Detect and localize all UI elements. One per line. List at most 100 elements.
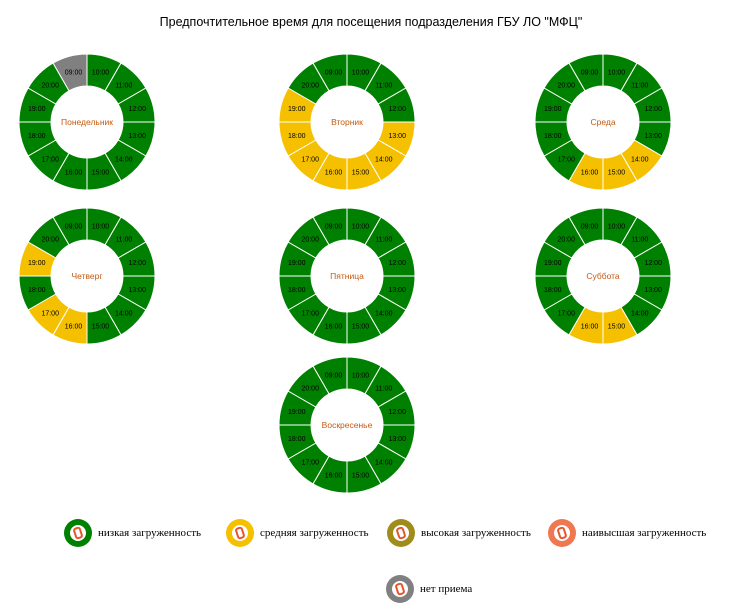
legend-label: нет приема <box>420 583 473 595</box>
hour-label: 16:00 <box>65 170 83 177</box>
hour-label: 14:00 <box>631 156 649 163</box>
hour-label: 10:00 <box>92 69 110 76</box>
hour-label: 09:00 <box>325 69 343 76</box>
day-label: Среда <box>590 117 615 127</box>
hour-label: 10:00 <box>92 223 110 230</box>
hour-label: 17:00 <box>41 156 59 163</box>
hour-label: 18:00 <box>288 287 306 294</box>
hour-label: 17:00 <box>557 310 575 317</box>
day-label: Вторник <box>331 117 363 127</box>
hour-label: 15:00 <box>92 324 110 331</box>
legend-item-highest: наивысшая загруженность <box>548 519 706 547</box>
hour-label: 13:00 <box>128 287 146 294</box>
legend-item-high: высокая загруженность <box>387 519 531 547</box>
hour-label: 18:00 <box>288 436 306 443</box>
donut-2: 09:00 10:00 11:00 12:00 13:00 14:00 15:00 16:00… <box>534 53 672 191</box>
donut-slice <box>287 216 330 259</box>
hour-label: 10:00 <box>608 69 626 76</box>
hour-label: 12:00 <box>644 260 662 267</box>
hour-label: 09:00 <box>325 372 343 379</box>
donut-5: 09:00 10:00 11:00 12:00 13:00 14:00 15:00 16:00… <box>534 207 672 345</box>
day-label: Четверг <box>72 271 103 281</box>
hour-label: 12:00 <box>388 409 406 416</box>
hour-label: 13:00 <box>644 133 662 140</box>
donut-6: 09:00 10:00 11:00 12:00 13:00 14:00 15:00 16:00… <box>278 356 416 494</box>
hour-label: 19:00 <box>288 409 306 416</box>
chart-title: Предпочтительное время для посещения под… <box>159 15 583 29</box>
hour-label: 11:00 <box>631 83 648 90</box>
hour-label: 12:00 <box>388 260 406 267</box>
hour-label: 11:00 <box>375 83 392 90</box>
hour-label: 15:00 <box>352 473 370 480</box>
legend-swatch-highest-icon <box>548 519 576 547</box>
hour-label: 15:00 <box>608 170 626 177</box>
legend-label: средняя загруженность <box>260 527 369 539</box>
hour-label: 20:00 <box>557 83 575 90</box>
hour-label: 14:00 <box>631 310 649 317</box>
day-label: Понедельник <box>61 117 113 127</box>
hour-label: 11:00 <box>375 237 392 244</box>
hour-label: 15:00 <box>92 170 110 177</box>
hour-label: 18:00 <box>544 133 562 140</box>
hour-label: 16:00 <box>581 324 599 331</box>
donut-1: 09:00 10:00 11:00 12:00 13:00 14:00 15:00 16:00… <box>278 53 416 191</box>
hour-label: 17:00 <box>557 156 575 163</box>
hour-label: 18:00 <box>28 287 46 294</box>
hour-label: 13:00 <box>388 133 406 140</box>
hour-label: 12:00 <box>128 260 146 267</box>
hour-label: 20:00 <box>41 237 59 244</box>
legend-item-medium: средняя загруженность <box>226 519 369 547</box>
hour-label: 15:00 <box>352 170 370 177</box>
hour-label: 11:00 <box>631 237 648 244</box>
hour-label: 20:00 <box>41 83 59 90</box>
hour-label: 09:00 <box>65 223 83 230</box>
hour-label: 18:00 <box>28 133 46 140</box>
legend-swatch-medium-icon <box>226 519 254 547</box>
hour-label: 14:00 <box>375 156 393 163</box>
hour-label: 15:00 <box>608 324 626 331</box>
legend-swatch-high-icon <box>387 519 415 547</box>
hour-label: 16:00 <box>65 324 83 331</box>
day-label: Воскресенье <box>322 420 373 430</box>
legend-item-closed: нет приема <box>386 575 472 603</box>
hour-label: 10:00 <box>608 223 626 230</box>
legend-label: наивысшая загруженность <box>582 527 707 539</box>
hour-label: 16:00 <box>325 324 343 331</box>
hour-label: 09:00 <box>581 223 599 230</box>
donut-3: 09:00 10:00 11:00 12:00 13:00 14:00 15:00 16:00… <box>18 207 156 345</box>
day-label: Суббота <box>586 271 620 281</box>
hour-label: 16:00 <box>325 473 343 480</box>
hour-label: 19:00 <box>544 106 562 113</box>
hour-label: 17:00 <box>301 459 319 466</box>
hour-label: 13:00 <box>388 436 406 443</box>
hour-label: 19:00 <box>288 106 306 113</box>
hour-label: 19:00 <box>544 260 562 267</box>
legend-swatch-closed-icon <box>386 575 414 603</box>
hour-label: 09:00 <box>65 69 83 76</box>
donut-slice <box>543 216 586 259</box>
donut-slice <box>27 62 70 105</box>
hour-label: 16:00 <box>581 170 599 177</box>
legend-swatch-low-icon <box>64 519 92 547</box>
hour-label: 12:00 <box>388 106 406 113</box>
hour-label: 14:00 <box>115 310 133 317</box>
hour-label: 09:00 <box>581 69 599 76</box>
hour-label: 11:00 <box>375 386 392 393</box>
legend-label: высокая загруженность <box>421 527 531 539</box>
hour-label: 17:00 <box>301 310 319 317</box>
donut-slice <box>543 62 586 105</box>
legend-label: низкая загруженность <box>98 527 202 539</box>
hour-label: 20:00 <box>301 237 319 244</box>
hour-label: 13:00 <box>388 287 406 294</box>
hour-label: 14:00 <box>115 156 133 163</box>
hour-label: 10:00 <box>352 69 370 76</box>
donut-slice <box>287 62 330 105</box>
donut-0: 09:00 10:00 11:00 12:00 13:00 14:00 15:00 16:00… <box>18 53 156 191</box>
hour-label: 16:00 <box>325 170 343 177</box>
hour-label: 12:00 <box>128 106 146 113</box>
day-label: Пятница <box>330 271 364 281</box>
hour-label: 20:00 <box>301 83 319 90</box>
hour-label: 13:00 <box>128 133 146 140</box>
hour-label: 11:00 <box>115 83 132 90</box>
